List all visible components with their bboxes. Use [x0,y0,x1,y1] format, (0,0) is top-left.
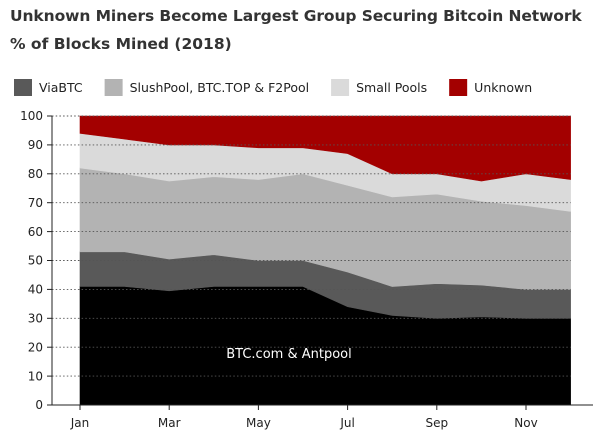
area-unknown [79,115,571,182]
y-tick-label-0: 0 [35,398,43,412]
gridlines [52,115,571,377]
annotation-btc-com-antpool: BTC.com & Antpool [226,347,351,362]
axes: 0 10 20 30 40 50 60 70 80 90 100 Jan Mar May Jul Sep Nov [20,109,593,430]
legend-swatch-small-pools [331,79,350,96]
x-tick-label-mar: Mar [158,416,181,430]
legend-swatch-slushpool-btc-top-f2pool [104,79,123,96]
y-tick-label-70: 70 [28,196,43,210]
y-tick-label-100: 100 [20,109,43,123]
y-tick-label-10: 10 [28,369,43,383]
legend: ViaBTC SlushPool, BTC.TOP & F2Pool Small P… [14,79,532,96]
y-tick-label-50: 50 [28,254,43,268]
y-tick-label-80: 80 [28,167,43,181]
annotations: BTC.com & Antpool [226,347,351,362]
legend-label-unknown: Unknown [474,80,532,95]
x-tick-label-nov: Nov [514,416,537,430]
chart-subtitle: % of Blocks Mined (2018) [10,35,232,53]
legend-swatch-viabtc [14,79,32,96]
legend-item-small-pools: Small Pools [331,79,427,96]
legend-item-viabtc: ViaBTC [14,79,83,96]
y-tick-label-40: 40 [28,283,43,297]
legend-label-slushpool-btc-top-f2pool: SlushPool, BTC.TOP & F2Pool [130,80,309,95]
y-tick-label-90: 90 [28,138,43,152]
x-tick-label-jul: Jul [339,416,354,430]
legend-label-viabtc: ViaBTC [39,80,83,95]
x-tick-label-jan: Jan [70,416,90,430]
y-tick-label-30: 30 [28,312,43,326]
y-tick-label-20: 20 [28,340,43,354]
legend-item-unknown: Unknown [449,79,532,96]
y-tick-label-60: 60 [28,225,43,239]
plot-areas [79,115,571,406]
legend-swatch-unknown [449,79,468,96]
legend-label-small-pools: Small Pools [356,80,427,95]
chart-title: Unknown Miners Become Largest Group Secu… [10,7,582,25]
x-tick-label-may: May [246,416,271,430]
x-tick-label-sep: Sep [425,416,448,430]
legend-item-slushpool-btc-top-f2pool: SlushPool, BTC.TOP & F2Pool [104,79,309,96]
